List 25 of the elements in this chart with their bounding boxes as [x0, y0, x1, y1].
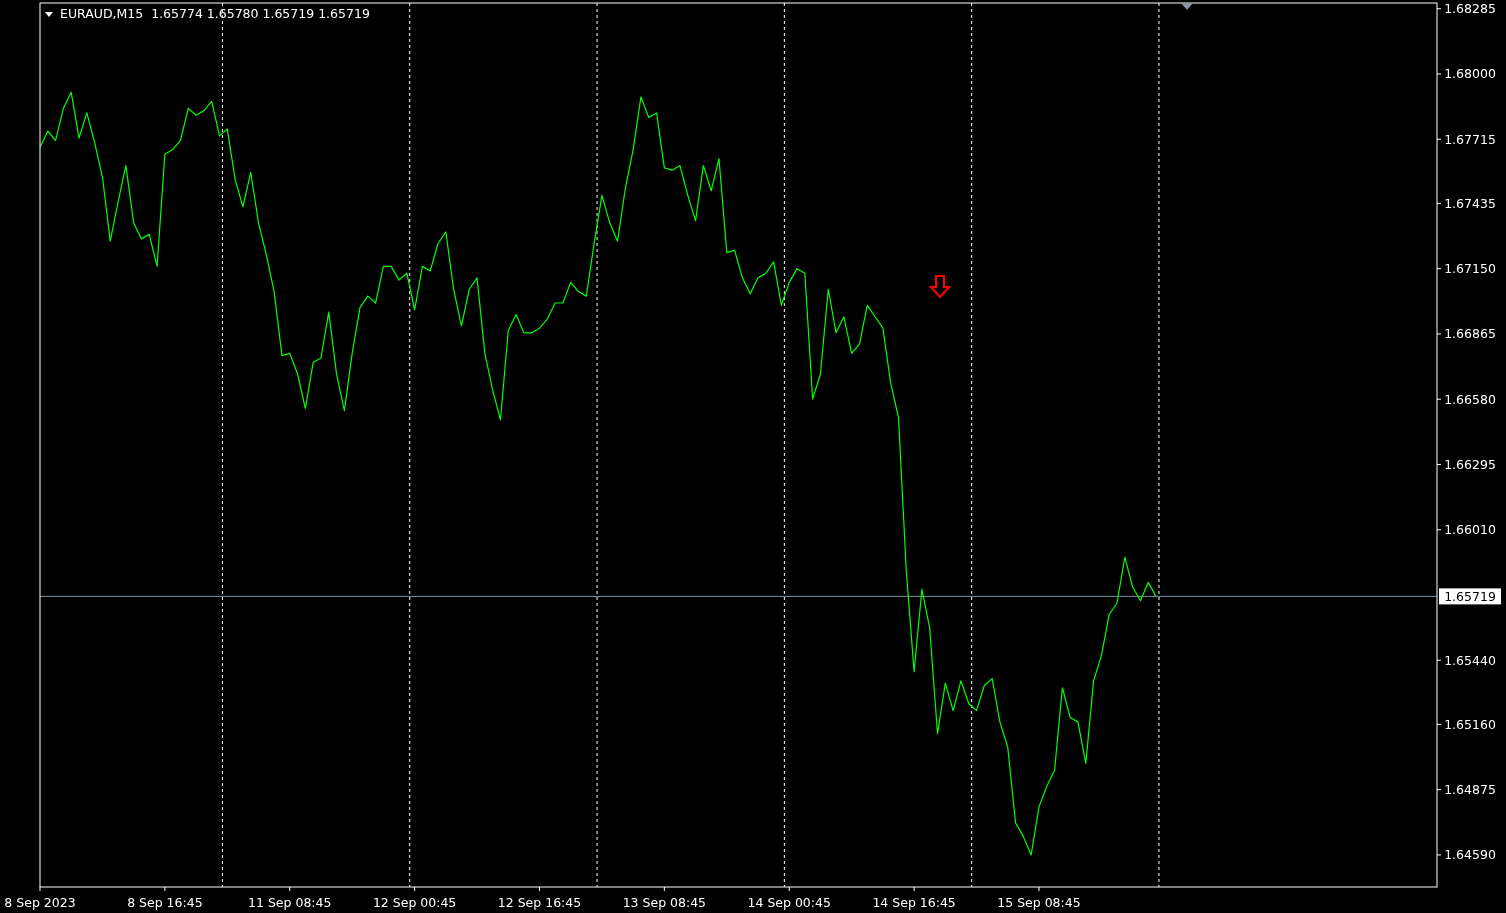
y-tick-label: 1.64875	[1444, 782, 1496, 798]
x-tick-label: 11 Sep 08:45	[248, 895, 332, 910]
x-tick-label: 15 Sep 08:45	[997, 895, 1081, 910]
y-tick-label: 1.65440	[1444, 652, 1496, 668]
y-tick-label: 1.66580	[1444, 391, 1496, 407]
line-series	[39, 91, 1157, 856]
y-tick-label: 1.67715	[1444, 131, 1496, 147]
x-tick-label: 13 Sep 08:45	[622, 895, 707, 910]
x-tick-label: 12 Sep 16:45	[497, 895, 582, 910]
x-tick-label: 14 Sep 16:45	[872, 895, 956, 910]
y-tick-label: 1.67435	[1444, 195, 1496, 211]
y-tick-label: 1.65160	[1444, 716, 1496, 732]
y-tick-label: 1.66865	[1444, 326, 1496, 342]
y-tick-label: 1.66010	[1444, 522, 1496, 538]
chart-title: EURAUD,M15 1.65774 1.65780 1.65719 1.65719	[60, 6, 370, 21]
y-tick-label: 1.68000	[1444, 66, 1496, 82]
y-tick-label: 1.68285	[1444, 1, 1496, 17]
x-tick-label: 14 Sep 00:45	[747, 895, 831, 910]
x-tick-label: 8 Sep 2023	[4, 895, 76, 910]
x-tick-label: 8 Sep 16:45	[127, 895, 203, 910]
y-tick-label: 1.67150	[1444, 261, 1496, 277]
y-tick-label: 1.66295	[1444, 456, 1496, 472]
ref-line-label: 1.65719	[1444, 588, 1496, 604]
x-tick-label: 12 Sep 00:45	[372, 895, 457, 910]
y-tick-label: 1.64590	[1444, 847, 1496, 863]
